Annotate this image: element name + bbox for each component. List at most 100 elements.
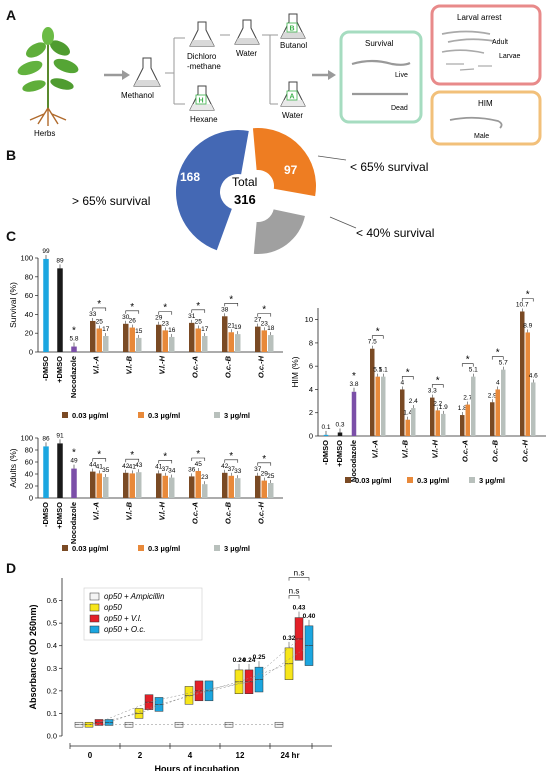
data-label: 31: [188, 313, 196, 320]
live-worm-icon: [351, 59, 411, 66]
y-tick-label: 80: [25, 446, 33, 455]
data-label: 17: [102, 326, 110, 333]
y-tick-label: 10: [305, 315, 313, 324]
bar-v-l-b-0-3-g-ml: [129, 327, 135, 352]
panel-b: B 168 97 51 Total 316 > 65% survival < 6…: [6, 128, 434, 255]
worm-icon: [441, 30, 491, 35]
data-label: 44: [89, 462, 97, 469]
him-box-title: HIM: [478, 99, 493, 108]
bar-v-l-h-3-g-ml: [169, 477, 175, 498]
significance-star: *: [72, 326, 76, 337]
panel-letter-a: A: [6, 7, 16, 23]
significance-bracket: [371, 335, 384, 339]
data-label: 26: [129, 318, 137, 325]
category-label-v-l-h: V.l.-H: [158, 355, 167, 374]
data-label: 91: [56, 432, 64, 439]
absorbance-box-chart: 0.0 0.1 0.2 0.3 0.4 0.5 0.6 Absorbance (OD 260n…: [28, 569, 332, 774]
category-label-dmso: +DMSO: [335, 440, 344, 467]
data-label: 3.3: [428, 388, 437, 395]
data-label: 36: [188, 466, 196, 473]
y-tick-label: 0.5: [47, 619, 57, 628]
bar-dmso: [57, 443, 63, 498]
significance-bracket: [461, 363, 474, 367]
bar-o-c-b-0-03-g-ml: [222, 316, 228, 352]
bar-v-l-a-0-3-g-ml: [96, 473, 102, 498]
significance-star: *: [466, 355, 470, 366]
significance-bracket: [125, 458, 140, 463]
category-label-o-c-h: O.c.-H: [257, 355, 266, 378]
bar-v-l-b-3-g-ml: [136, 337, 142, 352]
significance-star: *: [97, 450, 101, 461]
data-label: 7.5: [368, 339, 377, 346]
data-label: 17: [201, 326, 209, 333]
data-label: 5.1: [379, 367, 388, 374]
flask-dichloromethane-icon: [189, 21, 215, 47]
y-tick-label: 0: [29, 494, 33, 503]
y-tick-label: 100: [20, 254, 33, 263]
label-under-65: < 65% survival: [350, 160, 428, 174]
bar-nocodazole: [351, 391, 357, 436]
legend-swatch-op50-ampicillin: [89, 592, 100, 601]
live-label: Live: [395, 72, 408, 79]
data-label: 25: [96, 319, 104, 326]
flask-label-a: A: [290, 94, 295, 101]
bar-v-l-a-0-3-g-ml: [375, 376, 380, 436]
x-tick-label: 0: [88, 751, 93, 760]
category-label-o-c-b: O.c.-B: [491, 439, 500, 462]
legend-swatch-3-g-ml: [214, 412, 220, 418]
category-label-dmso: -DMSO: [321, 440, 330, 465]
significance-bracket: [125, 310, 140, 314]
bar-o-c-a-3-g-ml: [202, 336, 208, 352]
flask-label-h: H: [199, 98, 204, 105]
bar-o-c-h-0-3-g-ml: [525, 332, 530, 436]
x-axis-label: Hours of incubation: [155, 764, 240, 771]
bar-v-l-h-0-03-g-ml: [156, 473, 162, 498]
category-label-v-l-b: V.l.-B: [125, 355, 134, 374]
y-tick-label: 80: [25, 272, 33, 281]
data-label: 41: [155, 463, 163, 470]
bar-v-l-a-3-g-ml: [381, 376, 386, 436]
data-label: 16: [168, 327, 176, 334]
y-tick-label: 4: [309, 385, 313, 394]
category-label-o-c-h: O.c.-H: [257, 501, 266, 524]
category-label-o-c-a: O.c.-A: [191, 502, 200, 524]
legend-swatch-0-3-g-ml: [138, 545, 144, 551]
data-label: 0.3: [335, 422, 344, 429]
data-label: 0.32: [283, 635, 296, 642]
significance-star: *: [196, 449, 200, 460]
category-label-o-c-b: O.c.-B: [224, 355, 233, 378]
data-label: 5.8: [69, 336, 78, 343]
legend-label-op50-o-c: op50 + O.c.: [104, 625, 146, 634]
data-label: 86: [42, 435, 50, 442]
x-tick-label: 2: [138, 751, 143, 760]
bar-v-l-a-3-g-ml: [103, 336, 109, 352]
dichloromethane-label-2: -methane: [187, 62, 221, 71]
larval-arrest-title: Larval arrest: [457, 13, 502, 22]
significance-bracket: [401, 376, 414, 380]
y-axis-label: HIM (%): [290, 356, 300, 387]
bar-dmso: [43, 446, 49, 498]
data-label: 4.6: [529, 372, 538, 379]
water2-label: Water: [282, 111, 303, 120]
bar-o-c-a-0-03-g-ml: [189, 322, 195, 352]
category-label-v-l-a: V.l.-A: [92, 502, 101, 520]
significance-star: *: [130, 302, 134, 313]
significance-star: *: [97, 299, 101, 310]
bar-v-l-b-0-3-g-ml: [129, 473, 135, 498]
dichloromethane-label-1: Dichloro: [187, 52, 217, 61]
significance-bracket: [224, 459, 239, 463]
legend-swatch-3-g-ml: [469, 477, 475, 483]
ns-bracket: [288, 595, 300, 599]
dead-label: Dead: [391, 105, 408, 112]
legend-label-0-03-g-ml: 0.03 µg/ml: [355, 476, 391, 485]
legend-label-op50: op50: [104, 603, 122, 612]
adult-label: Adult: [492, 39, 508, 46]
bar-o-c-b-0-3-g-ml: [228, 475, 234, 498]
significance-bracket: [521, 298, 534, 302]
category-label-nocodazole: Nocodazole: [69, 356, 78, 398]
significance-star: *: [163, 451, 167, 462]
bar-v-l-a-0-03-g-ml: [370, 348, 375, 436]
legend-label-op50-v-l: op50 + V.l.: [104, 614, 142, 623]
legend-swatch-0-3-g-ml: [407, 477, 413, 483]
